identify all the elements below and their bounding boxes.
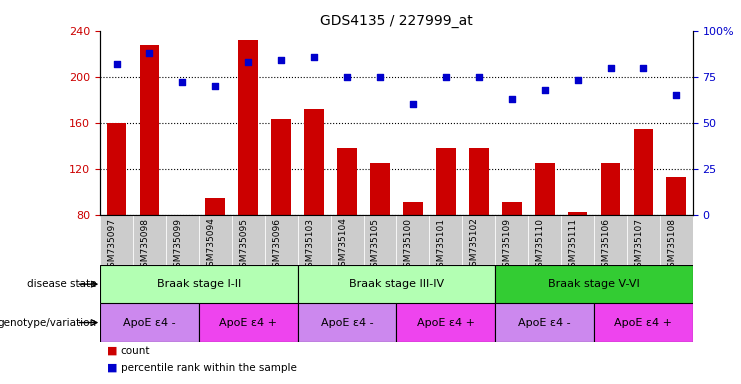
Point (571, 78, 583, 84)
Bar (594, 303, 693, 342)
Bar (166, 215, 199, 265)
Text: ApoE ε4 +: ApoE ε4 + (614, 318, 672, 328)
Bar (429, 215, 462, 265)
Text: GSM735106: GSM735106 (602, 217, 611, 273)
Text: GSM735103: GSM735103 (305, 217, 314, 273)
Title: GDS4135 / 227999_at: GDS4135 / 227999_at (320, 14, 473, 28)
Point (210, 83, 222, 89)
Point (275, 57, 287, 63)
Bar (107, 123, 127, 215)
Bar (100, 303, 199, 342)
Bar (139, 45, 159, 215)
Bar (232, 215, 265, 265)
Bar (199, 303, 298, 342)
Bar (337, 148, 357, 215)
Bar (100, 265, 298, 303)
Bar (370, 163, 390, 215)
Text: GSM735100: GSM735100 (404, 217, 413, 273)
Bar (271, 119, 291, 215)
Point (539, 87, 551, 93)
Bar (205, 198, 225, 215)
Text: GSM735105: GSM735105 (371, 217, 380, 273)
Point (637, 65, 649, 71)
Bar (396, 215, 429, 265)
Bar (594, 215, 627, 265)
Text: Braak stage I-II: Braak stage I-II (156, 279, 241, 289)
Point (341, 74, 353, 80)
Point (473, 74, 485, 80)
Text: ■: ■ (107, 363, 118, 373)
Text: ApoE ε4 -: ApoE ε4 - (321, 318, 373, 328)
Bar (568, 212, 588, 215)
Point (176, 79, 188, 85)
Text: GSM735109: GSM735109 (502, 217, 512, 273)
Bar (561, 215, 594, 265)
Bar (133, 215, 166, 265)
Text: GSM735102: GSM735102 (470, 217, 479, 272)
Point (506, 96, 518, 102)
Bar (265, 215, 298, 265)
Bar (330, 215, 364, 265)
Point (671, 92, 682, 98)
Point (605, 65, 617, 71)
Bar (528, 215, 561, 265)
Text: ApoE ε4 -: ApoE ε4 - (518, 318, 571, 328)
Text: GSM735097: GSM735097 (107, 217, 116, 273)
Text: ApoE ε4 +: ApoE ε4 + (219, 318, 277, 328)
Bar (462, 215, 495, 265)
Bar (469, 148, 488, 215)
Text: ■: ■ (107, 346, 118, 356)
Bar (495, 303, 594, 342)
Text: GSM735110: GSM735110 (536, 217, 545, 273)
Bar (100, 215, 133, 265)
Bar (298, 215, 330, 265)
Text: Braak stage III-IV: Braak stage III-IV (349, 279, 444, 289)
Point (407, 101, 419, 108)
Bar (495, 215, 528, 265)
Text: percentile rank within the sample: percentile rank within the sample (121, 363, 296, 373)
Text: genotype/variation: genotype/variation (0, 318, 96, 328)
Bar (666, 177, 686, 215)
Text: GSM735094: GSM735094 (206, 217, 216, 272)
Bar (502, 202, 522, 215)
Text: GSM735107: GSM735107 (634, 217, 643, 273)
Bar (535, 163, 554, 215)
Bar (298, 303, 396, 342)
Point (144, 50, 156, 56)
Point (374, 74, 386, 80)
Point (242, 59, 254, 65)
Bar (298, 265, 495, 303)
Point (308, 53, 320, 60)
Text: disease state: disease state (27, 279, 96, 289)
Text: ApoE ε4 +: ApoE ε4 + (417, 318, 475, 328)
Bar (396, 303, 495, 342)
Text: GSM735096: GSM735096 (272, 217, 281, 273)
Text: GSM735108: GSM735108 (668, 217, 677, 273)
Text: ApoE ε4 -: ApoE ε4 - (123, 318, 176, 328)
Text: GSM735111: GSM735111 (568, 217, 577, 273)
Bar (436, 148, 456, 215)
Bar (634, 129, 654, 215)
Text: count: count (121, 346, 150, 356)
Text: GSM735099: GSM735099 (173, 217, 182, 273)
Bar (627, 215, 660, 265)
Bar (601, 163, 620, 215)
Bar (364, 215, 396, 265)
Text: GSM735104: GSM735104 (338, 217, 347, 272)
Bar (239, 40, 258, 215)
Point (440, 74, 452, 80)
Text: GSM735098: GSM735098 (141, 217, 150, 273)
Text: GSM735101: GSM735101 (437, 217, 446, 273)
Bar (199, 215, 232, 265)
Text: Braak stage V-VI: Braak stage V-VI (548, 279, 640, 289)
Bar (403, 202, 423, 215)
Bar (660, 215, 693, 265)
Bar (495, 265, 693, 303)
Bar (305, 109, 324, 215)
Point (110, 61, 122, 67)
Text: GSM735095: GSM735095 (239, 217, 248, 273)
